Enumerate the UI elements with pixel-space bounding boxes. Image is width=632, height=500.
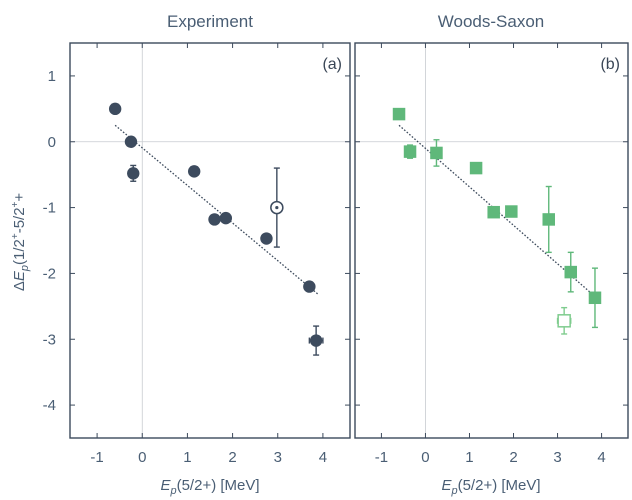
panel-a-x-tick-label: 2 (228, 449, 236, 466)
panel-b-data-point (469, 161, 483, 175)
panel-a-x-axis-label: Ep(5/2+) [MeV] (160, 477, 259, 497)
panel-b-data-point-open (557, 314, 571, 328)
panel-b-x-tick-label: 0 (421, 449, 429, 466)
panel-b-frame (354, 42, 629, 439)
panel-b-x-tick-label: -1 (375, 449, 388, 466)
panel-a-data-point (303, 280, 316, 293)
panel-a-data-point (127, 167, 140, 180)
panel-a-data-point (187, 165, 201, 178)
panel-b: -1 0 1 2 3 4 (b) (354, 42, 629, 466)
panel-a-y-tick-label: -1 (43, 200, 56, 217)
panel-b-data-point (403, 145, 417, 158)
panel-a-x-tick-label: 0 (138, 449, 146, 466)
panel-a-data-point (124, 135, 138, 148)
panel-b-title: Woods-Saxon (438, 12, 544, 31)
panel-a-y-tick-label: 1 (48, 68, 56, 85)
panel-a-data-point (309, 334, 323, 347)
panel-b-x-tick-label: 4 (597, 449, 605, 466)
panel-a-x-tick-label: -1 (90, 449, 103, 466)
panel-b-data-point (588, 291, 602, 305)
panel-a-frame (69, 42, 351, 439)
panel-a-title: Experiment (167, 12, 253, 31)
panel-b-x-tick-label: 3 (553, 449, 561, 466)
panel-b-data-point (430, 146, 443, 160)
panel-a-label: (a) (322, 56, 342, 73)
panel-a-x-tick-label: 3 (274, 449, 282, 466)
panel-a-y-tick-label: 0 (48, 134, 56, 151)
panel-b-data-point (392, 107, 406, 121)
panel-a-data-point (260, 232, 273, 245)
panel-b-x-tick-label: 2 (509, 449, 517, 466)
panel-a-fit-line (114, 124, 319, 295)
panel-a-x-tick-label: 1 (183, 449, 191, 466)
panel-b-x-axis-label: Ep(5/2+) [MeV] (441, 477, 540, 497)
panel-a-x-tick-label: 4 (319, 449, 327, 466)
panel-b-data-point (505, 205, 518, 218)
panel-b-x-tick-label: 1 (465, 449, 473, 466)
panel-b-data-point (564, 265, 578, 279)
panel-a-data-point (219, 211, 233, 225)
panel-b-data-point (487, 205, 500, 219)
panel-a: -1 0 1 2 3 4 1 0 -1 -2 -3 -4 (a) (43, 42, 351, 466)
panel-b-label: (b) (600, 56, 620, 73)
panel-a-data-point (208, 213, 221, 226)
panel-a-y-tick-label: -4 (43, 397, 56, 414)
y-axis-label: ΔEp(1/2+-5/2+++ (10, 193, 31, 292)
panel-a-y-tick-label: -3 (43, 331, 56, 348)
panel-b-data-point (542, 213, 555, 226)
panel-a-y-tick-label: -2 (43, 265, 56, 282)
panel-a-data-point (108, 102, 122, 116)
panel-a-data-point-center (275, 205, 279, 210)
